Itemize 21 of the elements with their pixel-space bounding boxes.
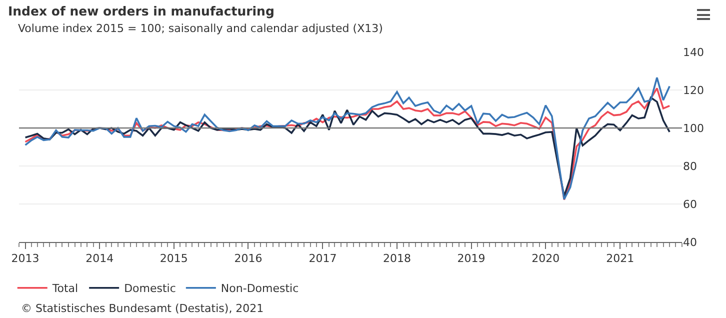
chart-title: Index of new orders in manufacturing — [8, 4, 274, 19]
x-tick-label: 2014 — [86, 252, 114, 266]
x-tick-label: 2017 — [308, 252, 337, 266]
x-tick-label: 2018 — [383, 252, 412, 266]
y-tick-label: 80 — [683, 160, 697, 173]
chart-subtitle: Volume index 2015 = 100; saisonally and calendar adjusted (X13) — [18, 22, 383, 35]
legend-label: Non-Domestic — [220, 282, 299, 296]
x-tick-label: 2015 — [160, 252, 188, 266]
x-tick-label: 2013 — [11, 252, 40, 266]
y-tick-label: 60 — [683, 198, 697, 211]
y-tick-label: 140 — [683, 46, 704, 59]
y-tick-label: 100 — [683, 122, 704, 135]
text: © Statistisches Bundesamt (Destatis), 2021 — [21, 302, 264, 315]
legend-label: Domestic — [124, 282, 176, 296]
legend-label: Total — [51, 282, 78, 296]
x-tick-label: 2021 — [606, 252, 634, 266]
x-tick-label: 2019 — [457, 252, 486, 266]
y-tick-label: 40 — [683, 236, 697, 249]
x-tick-label: 2016 — [234, 252, 262, 266]
y-tick-label: 120 — [683, 84, 704, 97]
x-tick-label: 2020 — [532, 252, 560, 266]
